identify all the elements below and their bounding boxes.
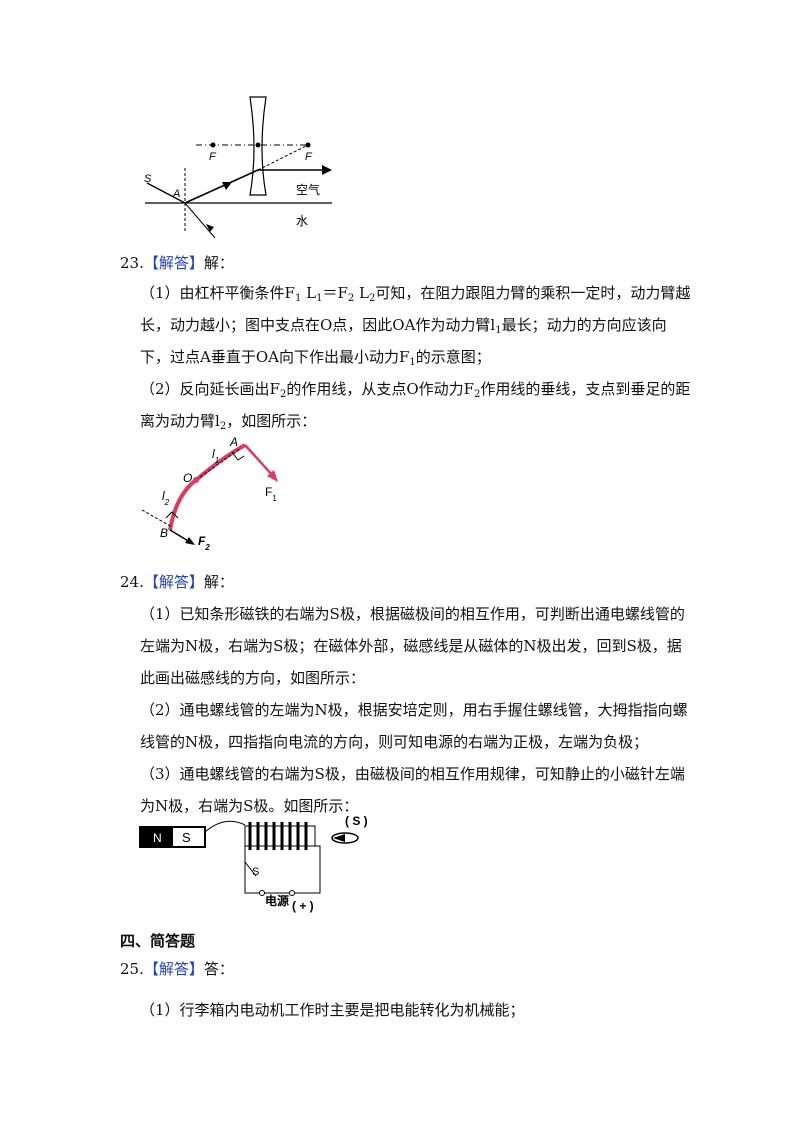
solenoid-figure: N S ( S ) S 电源 ( + ) [139,814,368,913]
text-run: （1）已知条形磁铁的右端为S极，根据磁极间的相互作用，可判断出通电螺线管的左端为… [140,605,685,687]
paragraph: （1）行李箱内电动机工作时主要是把电能转化为机械能； [140,994,696,1026]
paragraph: （1）已知条形磁铁的右端为S极，根据磁极间的相互作用，可判断出通电螺线管的左端为… [140,598,696,694]
text-run: O [183,471,192,485]
subscript: 2 [474,389,481,400]
item-lead: 解： [203,573,234,591]
text-run: L [301,284,317,302]
figure-label: F1 [265,485,277,503]
text-run: B [160,526,168,540]
figure-label: S [182,830,191,845]
figure-label: l2 [162,489,170,507]
text-run: l [212,447,215,461]
item-heading: 25.【解答】答： [120,958,234,979]
item-heading: 24.【解答】解： [120,571,234,592]
item-lead: 答： [203,960,234,978]
lever-figure: A l1 O F1 l2 B F2 [141,435,278,552]
text-run: F [265,485,272,499]
subscript: 1 [215,456,219,465]
subscript: 1 [409,357,416,368]
figure-label: F [305,151,313,163]
figure-label: ( S ) [345,814,368,828]
paragraph: （1）由杠杆平衡条件F1 L1＝F2 L2可知，在阻力跟阻力臂的乘积一定时，动力… [140,277,696,373]
item-number: 25. [120,960,144,978]
figure-label: 空气 [296,182,320,197]
figure-label: B [160,526,168,540]
text-run: 可知，在阻力跟阻力臂的乘积一定时，动力臂越长，动力越小；图中支点在O点，因此OA… [140,284,691,334]
subscript: 1 [294,293,302,304]
text-run: （2）反向延长画出F [140,380,280,398]
figure-label: A [229,435,238,449]
answer-tag: 【解答】 [143,254,204,272]
figure-label: A [172,188,180,200]
text-run: ＝F [322,284,348,302]
text-run: 的作用线，从支点O作动力F [286,380,475,398]
text-run: （2）通电螺线管的左端为N极，根据安培定则，用右手握住螺线管，大拇指指向螺线管的… [140,701,688,751]
subscript: 2 [279,389,287,400]
text-run: （1）由杠杆平衡条件F [140,284,295,302]
text-run: l [162,489,165,503]
figure-label: S [252,866,259,878]
text-run: A [229,435,238,449]
text-run: 的示意图； [415,348,491,366]
subscript: 1 [316,293,323,304]
text-run: 作用线的垂线，支点到垂足的距离为动力臂l [140,380,691,430]
subscript: 1 [495,325,502,336]
figure-label: O [183,471,192,485]
subscript: 2 [164,498,170,507]
item-heading: 23.【解答】解： [120,252,234,273]
text-run: ，如图所示： [226,412,317,430]
figure-label: S [144,173,152,185]
paragraph: （3）通电螺线管的右端为S极，由磁极间的相互作用规律，可知静止的小磁针左端为N极… [140,758,696,822]
figure-label: 水 [296,214,308,228]
section-heading: 四、简答题 [120,932,196,950]
figure-label: N [153,831,162,845]
answer-tag: 【解答】 [143,960,204,978]
paragraph: （2）反向延长画出F2的作用线，从支点O作动力F2作用线的垂线，支点到垂足的距离… [140,373,696,437]
text-run: （3）通电螺线管的右端为S极，由磁极间的相互作用规律，可知静止的小磁针左端为N极… [140,765,685,815]
figure-label: ( + ) [292,899,314,913]
subscript: 2 [204,543,210,552]
text-run: L [354,284,369,302]
item-lead: 解： [203,254,234,272]
figure-label: l1 [212,447,219,465]
answer-tag: 【解答】 [143,573,204,591]
subscript: 2 [368,293,376,304]
subscript: 2 [219,421,227,432]
paragraph: （2）通电螺线管的左端为N极，根据安培定则，用右手握住螺线管，大拇指指向螺线管的… [140,694,696,758]
text-run: （1）行李箱内电动机工作时主要是把电能转化为机械能； [140,1001,525,1019]
item-number: 23. [120,254,144,272]
text-run: 最长；动力的方向应该向下，过点A垂直于OA向下作出最小动力F [140,316,667,366]
subscript: 2 [347,293,355,304]
figure-label: 电源 [265,893,289,908]
refraction-figure: S A F F 空气 水 [144,96,332,239]
figure-label: F2 [198,534,210,552]
text-run: F [198,534,206,548]
item-number: 24. [120,573,144,591]
figure-label: F [209,151,217,163]
subscript: 1 [272,494,277,503]
